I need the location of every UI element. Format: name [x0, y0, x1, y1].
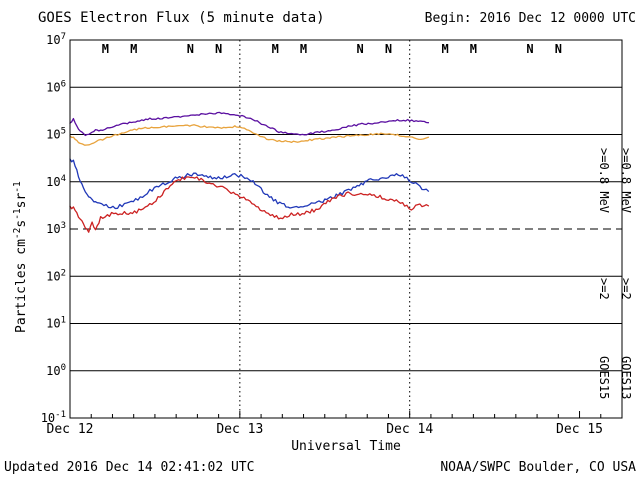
satellite-marker-m: M [300, 42, 307, 56]
updated-label: Updated 2016 Dec 14 02:41:02 UTC [4, 460, 254, 475]
x-axis-label: Universal Time [291, 439, 401, 454]
satellite-marker-n: N [555, 42, 562, 56]
legend-goes13-e2-label: >=2 [619, 278, 633, 300]
y-tick-label-10e4: 104 [46, 174, 66, 189]
satellite-marker-m: M [272, 42, 279, 56]
satellite-marker-n: N [526, 42, 533, 56]
y-tick-label-10e5: 105 [46, 127, 66, 142]
y-tick-label-10e2: 102 [46, 268, 66, 283]
begin-time-label: Begin: 2016 Dec 12 0000 UTC [425, 11, 636, 26]
legend-goes13-e08-label: >=0.8 MeV [619, 148, 633, 213]
y-tick-label-10e0: 100 [46, 363, 66, 378]
y-axis-label: Particles cm-2s-1sr-1 [12, 181, 29, 333]
legend-goes15-e08-label: >=0.8 MeV [597, 148, 611, 213]
y-tick-label-10e6: 106 [46, 79, 66, 94]
y-tick-label-10e-1: 10-1 [41, 410, 66, 425]
series-blue [69, 158, 430, 210]
satellite-marker-n: N [187, 42, 194, 56]
series-red [69, 176, 430, 233]
satellite-marker-n: N [357, 42, 364, 56]
legend-goes15-e2-label: >=2 [597, 278, 611, 300]
credit-label: NOAA/SWPC Boulder, CO USA [440, 460, 636, 475]
x-tick-label: Dec 14 [386, 422, 433, 437]
satellite-marker-m: M [441, 42, 448, 56]
y-tick-label-10e1: 101 [46, 316, 66, 331]
series-purple [69, 111, 430, 137]
series-orange [69, 124, 430, 146]
legend-goes15-sat-label: GOES15 [597, 356, 611, 399]
y-tick-label-10e3: 103 [46, 221, 66, 236]
y-tick-label-10e7: 107 [46, 32, 66, 47]
satellite-marker-m: M [102, 42, 109, 56]
satellite-marker-n: N [385, 42, 392, 56]
chart-title: GOES Electron Flux (5 minute data) [38, 10, 325, 26]
x-tick-label: Dec 15 [556, 422, 603, 437]
satellite-marker-m: M [130, 42, 137, 56]
legend-goes13-sat-label: GOES13 [619, 356, 633, 399]
satellite-marker-m: M [470, 42, 477, 56]
x-tick-label: Dec 13 [216, 422, 263, 437]
x-tick-label: Dec 12 [47, 422, 94, 437]
satellite-marker-n: N [215, 42, 222, 56]
axis-layer: Dec 12 Dec 13 Dec 14 Dec 15 107 106 105 104 103 1… [12, 32, 623, 437]
